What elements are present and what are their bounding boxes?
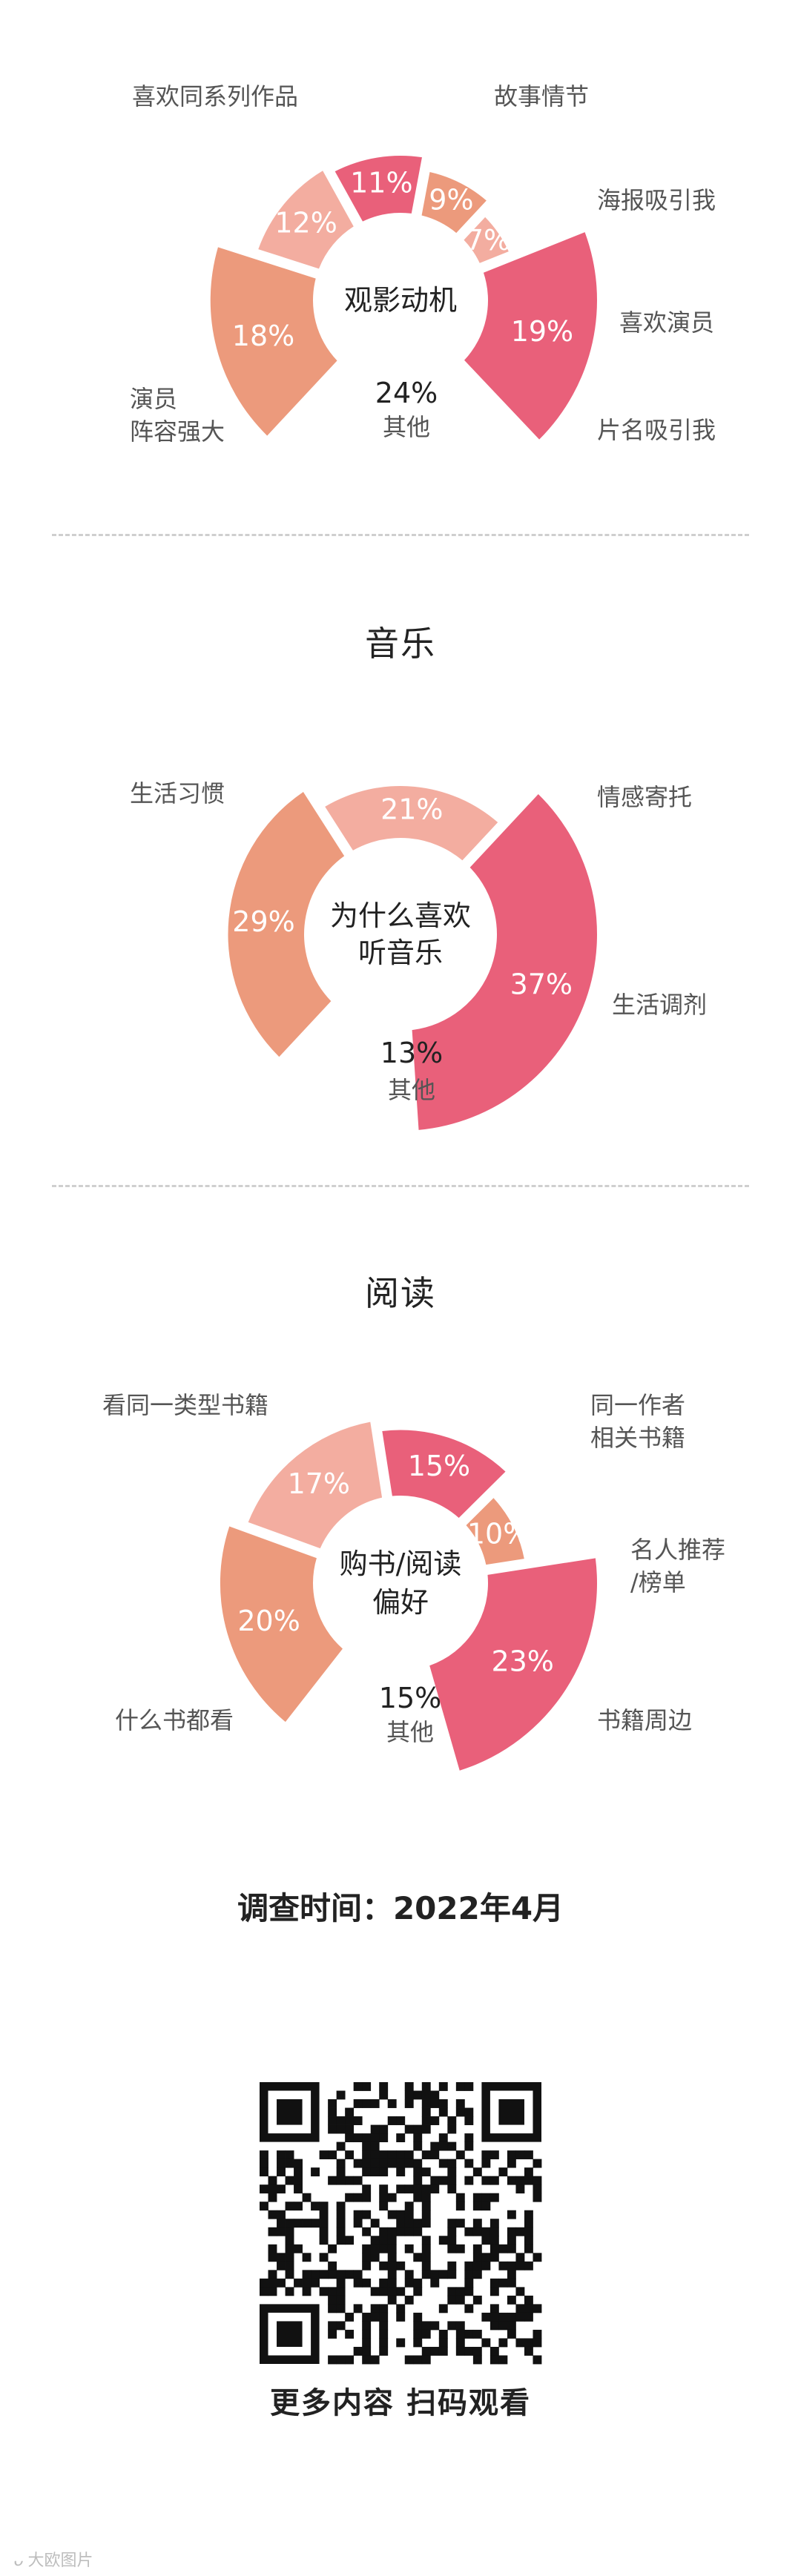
pie-slice — [325, 786, 498, 861]
pie-slice — [412, 794, 598, 1130]
pie-slice — [382, 1430, 506, 1519]
slice-value-label: 9% — [429, 184, 473, 217]
slice-category-label: 喜欢同系列作品 — [132, 82, 298, 110]
pie-slice — [429, 1558, 597, 1771]
slice-value-label: 37% — [510, 968, 573, 1001]
center-label: 购书/阅读 — [340, 1548, 462, 1580]
other-category-label: 其他 — [388, 1076, 435, 1104]
pie-slice — [464, 217, 509, 263]
chart-reading: 20% 17% 15% 10% 23% 看同一类型书籍 同一作者相关书籍名人推荐/榜单书籍周… — [102, 1391, 725, 1771]
slice-category-label: 演员 — [130, 385, 177, 413]
slice-value-label: 15% — [408, 1450, 470, 1482]
chart-viewing-motivation: 18% 12% 11% 9% 7% 19% 喜欢同系列作品 故事情节海报吸引我喜欢演员片名吸引… — [130, 82, 716, 446]
slice-value-label: 21% — [380, 793, 443, 826]
slice-value-label: 19% — [511, 315, 573, 348]
slice-category-label: 喜欢演员 — [619, 308, 714, 337]
center-label: 观影动机 — [344, 284, 457, 317]
slice-category-label: 生活调剂 — [612, 991, 707, 1019]
pie-slice — [466, 1498, 524, 1565]
slice-category-label: 阵容强大 — [130, 417, 225, 446]
slice-value-label: 29% — [232, 905, 294, 938]
slice-value-label: 12% — [274, 206, 337, 239]
center-label: 偏好 — [372, 1586, 429, 1619]
divider — [52, 1185, 749, 1187]
slice-category-label: 书籍周边 — [597, 1706, 692, 1734]
pie-slice — [248, 1421, 383, 1549]
slice-category-label: 相关书籍 — [590, 1424, 685, 1452]
slice-category-label: 海报吸引我 — [597, 186, 716, 214]
center-label: 为什么喜欢 — [330, 899, 471, 932]
pie-slice — [210, 247, 337, 436]
section-title-reading: 阅读 — [365, 1273, 436, 1313]
slice-category-label: 故事情节 — [494, 82, 589, 110]
slice-category-label: 什么书都看 — [115, 1706, 234, 1734]
slice-category-label: 同一作者 — [590, 1391, 685, 1419]
slice-category-label: 名人推荐 — [630, 1536, 725, 1564]
watermark: ᴗ 大欧图片 — [13, 2547, 93, 2571]
slice-category-label: /榜单 — [630, 1568, 686, 1596]
other-category-label: 其他 — [383, 413, 430, 441]
pie-slice — [228, 791, 345, 1057]
divider — [52, 534, 749, 536]
slice-category-label: 情感寄托 — [597, 783, 692, 811]
qr-code-icon[interactable] — [260, 2082, 542, 2365]
slice-value-label: 18% — [232, 320, 294, 352]
other-category-label: 其他 — [386, 1718, 434, 1746]
slice-category-label: 生活习惯 — [130, 779, 225, 808]
slice-value-label: 20% — [237, 1605, 300, 1637]
qr-caption: 更多内容 扫码观看 — [270, 2386, 531, 2420]
pie-slice — [464, 232, 598, 440]
pie-slice — [220, 1526, 343, 1723]
pie-slice — [334, 156, 422, 222]
watermark-text: 大欧图片 — [27, 2552, 93, 2570]
other-value-label: 15% — [379, 1682, 441, 1714]
slice-value-label: 11% — [350, 167, 412, 199]
slice-category-label: 看同一类型书籍 — [102, 1391, 268, 1419]
slice-value-label: 17% — [288, 1467, 350, 1500]
slice-category-label: 片名吸引我 — [597, 416, 716, 444]
section-title-music: 音乐 — [365, 624, 436, 664]
survey-date: 调查时间：2022年4月 — [237, 1890, 564, 1926]
other-value-label: 24% — [375, 377, 438, 409]
watermark-icon: ᴗ — [13, 2552, 24, 2570]
slice-value-label: 10% — [467, 1517, 530, 1550]
other-value-label: 13% — [380, 1037, 443, 1069]
slice-value-label: 7% — [466, 224, 510, 257]
center-label: 听音乐 — [358, 937, 443, 969]
slice-value-label: 23% — [491, 1645, 553, 1677]
pie-slice — [421, 171, 487, 234]
pie-slice — [258, 171, 354, 269]
